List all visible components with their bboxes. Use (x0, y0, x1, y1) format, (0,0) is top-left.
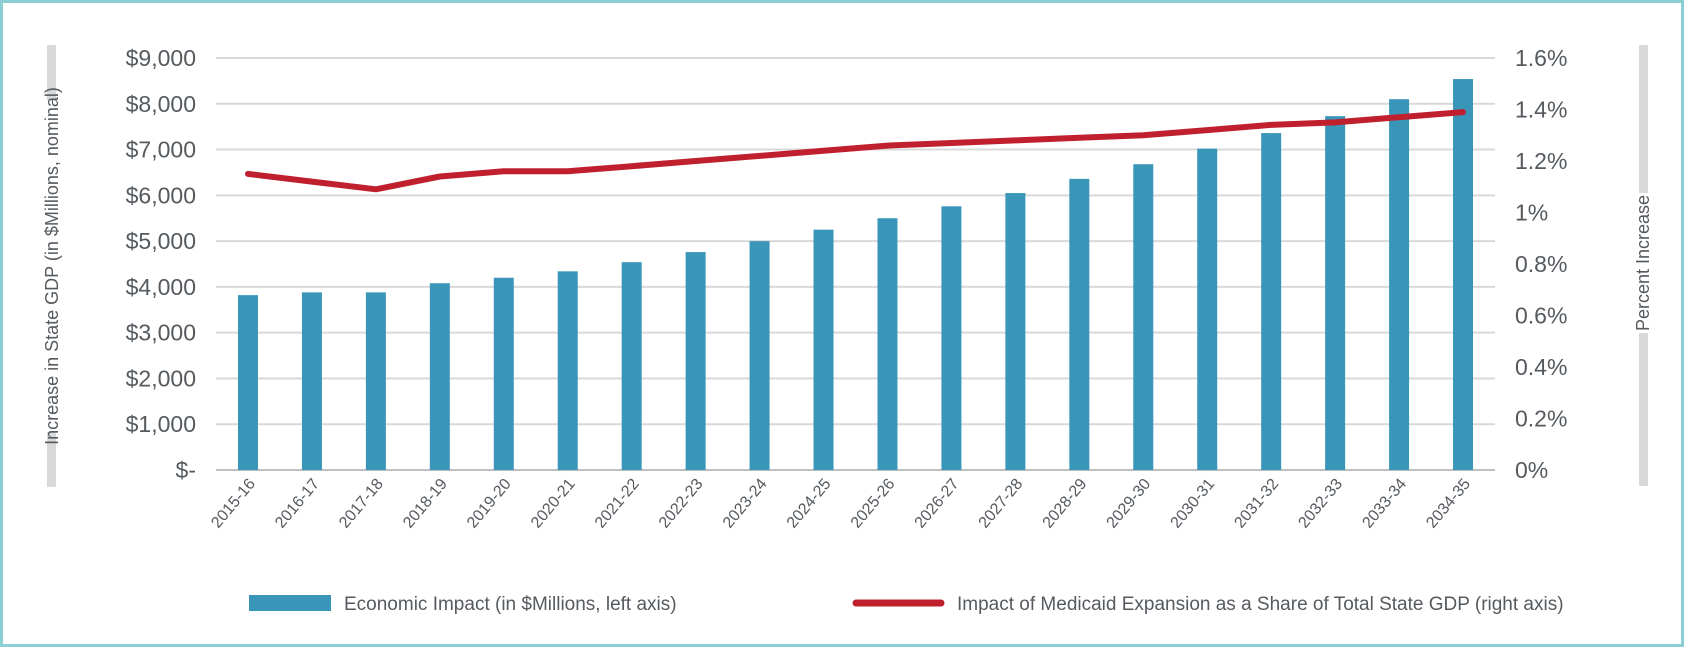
right-tick-label: 0.4% (1515, 354, 1567, 380)
right-axis-title-group: Percent Increase (1633, 45, 1653, 486)
right-axis-decor-bottom (1639, 333, 1648, 486)
legend-swatch-bars (249, 595, 331, 611)
bar (1261, 133, 1282, 470)
left-axis-title-group: Increase in State GDP (in $Millions, nom… (42, 45, 62, 487)
x-tick-label: 2015-16 (208, 476, 259, 532)
bar (557, 271, 578, 470)
bar (749, 241, 770, 470)
right-tick-label: 1% (1515, 200, 1548, 226)
bar (237, 295, 258, 470)
x-tick-label: 2027-28 (976, 476, 1027, 532)
bar (1069, 178, 1090, 470)
bar (685, 252, 706, 470)
combo-chart: $- $1,000 $2,000 $3,000 $4,000 $5,000 $6,000 $7… (42, 45, 1653, 615)
bar (1453, 79, 1474, 471)
x-tick-label: 2023-24 (720, 476, 771, 532)
x-tick-label: 2031-32 (1231, 476, 1282, 532)
x-tick-label: 2026-27 (912, 476, 963, 532)
x-tick-label: 2020-21 (528, 476, 579, 532)
x-tick-label: 2029-30 (1104, 476, 1155, 532)
bar (301, 292, 322, 470)
line-series (245, 109, 1466, 193)
left-tick-label: $3,000 (126, 320, 196, 346)
left-tick-label: $- (176, 457, 196, 483)
bar (621, 262, 642, 470)
left-tick-label: $4,000 (126, 274, 196, 300)
left-tick-label: $9,000 (126, 45, 196, 71)
bar (813, 229, 834, 470)
bar (365, 292, 386, 470)
x-axis-ticks: 2015-16 2016-17 2017-18 2018-19 2019-20 2020-… (208, 476, 1474, 532)
bar (877, 218, 898, 470)
x-tick-label: 2024-25 (784, 476, 835, 532)
left-axis-decor-top (47, 45, 56, 100)
left-tick-label: $6,000 (126, 182, 196, 208)
left-axis-ticks: $- $1,000 $2,000 $3,000 $4,000 $5,000 $6,000 $7… (126, 45, 196, 483)
left-tick-label: $5,000 (126, 228, 196, 254)
x-tick-label: 2018-19 (400, 476, 451, 532)
left-tick-label: $7,000 (126, 137, 196, 163)
x-tick-label: 2034-35 (1423, 476, 1474, 532)
right-axis-decor-top (1639, 45, 1648, 193)
x-tick-label: 2032-33 (1295, 476, 1346, 532)
legend-label-line: Impact of Medicaid Expansion as a Share … (957, 594, 1564, 615)
bar (1389, 99, 1410, 470)
right-tick-label: 0.2% (1515, 406, 1567, 432)
x-tick-label: 2022-23 (656, 476, 707, 532)
x-tick-label: 2019-20 (464, 476, 515, 532)
x-tick-label: 2033-34 (1359, 476, 1410, 532)
bar (1133, 164, 1154, 470)
x-tick-label: 2017-18 (336, 476, 387, 532)
bar-series (237, 79, 1474, 471)
x-tick-label: 2030-31 (1168, 476, 1219, 532)
bar (941, 206, 962, 470)
right-tick-label: 1.4% (1515, 97, 1567, 123)
bar (493, 277, 514, 470)
right-axis-title: Percent Increase (1633, 195, 1653, 331)
bar (1325, 116, 1346, 470)
right-tick-label: 0.8% (1515, 251, 1567, 277)
bar (429, 283, 450, 470)
right-tick-label: 0% (1515, 457, 1548, 483)
legend: Economic Impact (in $Millions, left axis… (249, 594, 1564, 615)
right-tick-label: 1.6% (1515, 45, 1567, 71)
left-axis-decor-bottom (47, 432, 56, 487)
left-axis-title: Increase in State GDP (in $Millions, nom… (42, 87, 62, 445)
right-tick-label: 1.2% (1515, 148, 1567, 174)
x-tick-label: 2028-29 (1040, 476, 1091, 532)
x-tick-label: 2016-17 (272, 476, 323, 532)
x-tick-label: 2025-26 (848, 476, 899, 532)
gridlines (216, 57, 1495, 471)
left-tick-label: $2,000 (126, 365, 196, 391)
bar (1005, 193, 1026, 471)
left-tick-label: $8,000 (126, 91, 196, 117)
x-tick-label: 2021-22 (592, 476, 643, 532)
bar (1197, 148, 1218, 470)
left-tick-label: $1,000 (126, 411, 196, 437)
legend-label-bars: Economic Impact (in $Millions, left axis… (344, 594, 677, 615)
line-path (245, 109, 1466, 193)
right-tick-label: 0.6% (1515, 303, 1567, 329)
right-axis-ticks: 0% 0.2% 0.4% 0.6% 0.8% 1% 1.2% 1.4% 1.6% (1515, 45, 1567, 483)
